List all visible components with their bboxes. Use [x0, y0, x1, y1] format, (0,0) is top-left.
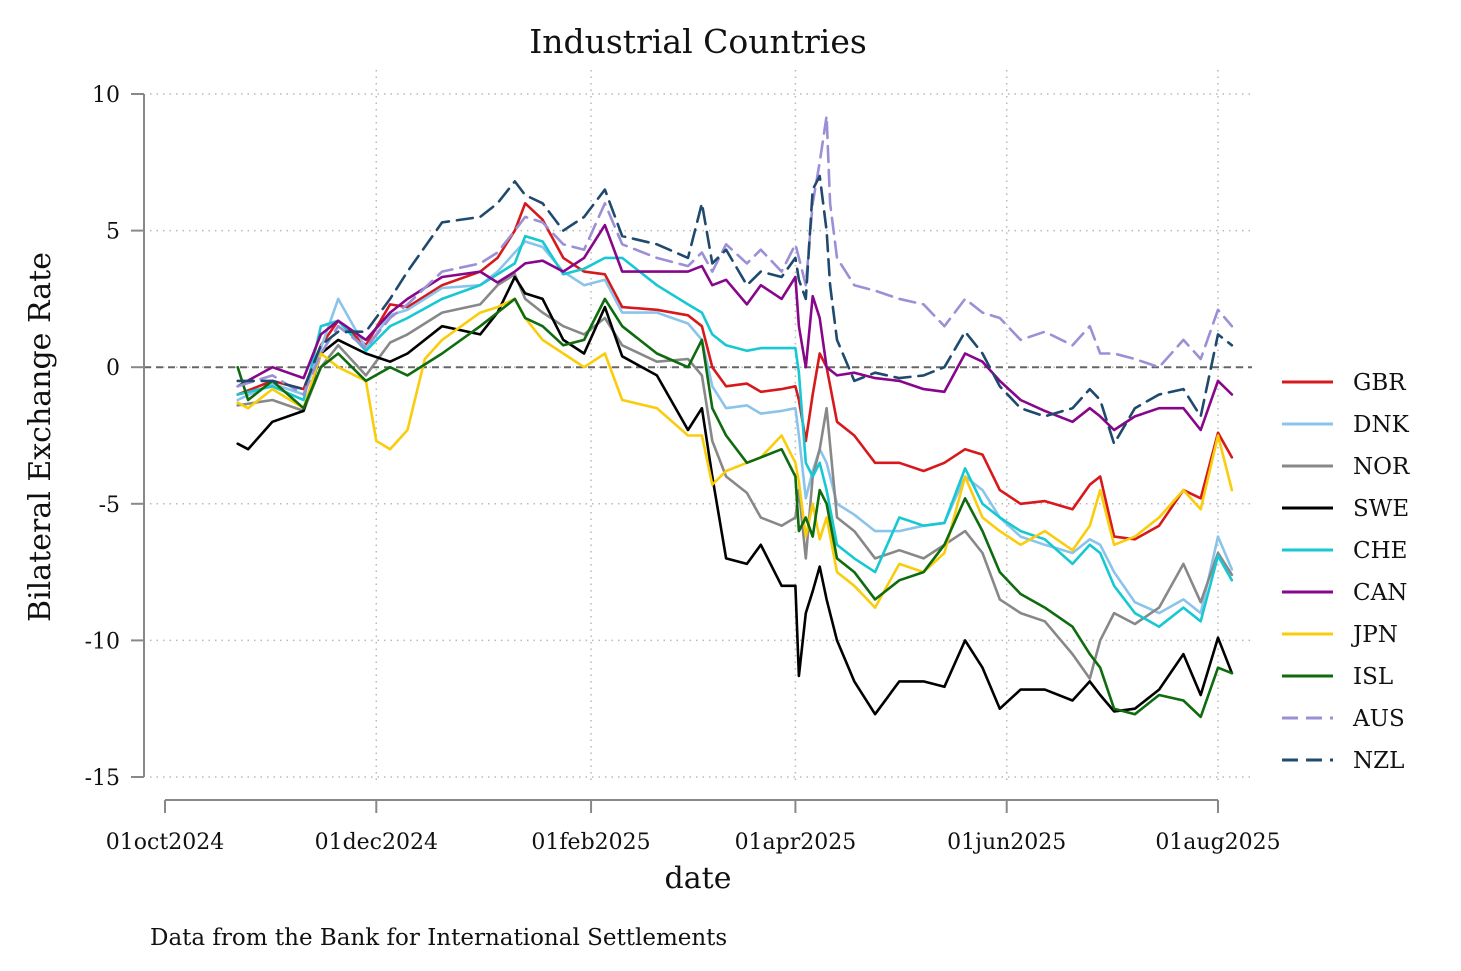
series-line-nor — [236, 272, 1234, 680]
legend: GBR DNK NOR SWE CHE CAN JPN ISL AUS NZL — [1282, 370, 1410, 774]
x-axis: 01oct2024 01dec2024 01feb2025 01apr2025 01ju… — [106, 799, 1281, 855]
legend-label-swe: SWE — [1353, 496, 1409, 522]
chart-title: Industrial Countries — [529, 22, 867, 61]
x-tick-label: 01oct2024 — [106, 830, 224, 855]
series-line-isl — [236, 297, 1234, 719]
legend-label-isl: ISL — [1353, 664, 1393, 690]
legend-label-aus: AUS — [1352, 706, 1405, 732]
series-lines — [236, 114, 1234, 719]
series-line-che — [236, 234, 1234, 629]
legend-label-can: CAN — [1353, 580, 1407, 606]
legend-label-jpn: JPN — [1351, 622, 1398, 648]
y-axis-label: Bilateral Exchange Rate — [23, 252, 58, 622]
y-tick-label: -10 — [85, 629, 120, 654]
legend-label-che: CHE — [1353, 538, 1407, 564]
x-tick-label: 01aug2025 — [1155, 830, 1280, 855]
gridlines — [150, 70, 1252, 780]
series-line-aus — [236, 114, 1234, 396]
series-line-dnk — [236, 240, 1234, 615]
series-line-swe — [236, 275, 1234, 716]
legend-label-nor: NOR — [1353, 454, 1410, 480]
x-tick-label: 01apr2025 — [735, 830, 857, 855]
legend-label-gbr: GBR — [1353, 370, 1406, 396]
legend-label-nzl: NZL — [1353, 748, 1404, 774]
x-tick-label: 01feb2025 — [531, 830, 650, 855]
y-tick-label: 0 — [106, 356, 120, 381]
series-line-gbr — [236, 202, 1234, 541]
series-line-can — [236, 223, 1234, 432]
y-tick-label: 10 — [92, 83, 120, 108]
x-axis-label: date — [665, 861, 732, 896]
legend-label-dnk: DNK — [1353, 412, 1410, 438]
series-line-nzl — [236, 174, 1234, 446]
y-tick-label: -5 — [99, 493, 120, 518]
x-tick-label: 01dec2024 — [315, 830, 438, 855]
y-axis: 10 5 0 -5 -10 -15 — [85, 83, 145, 791]
series-line-jpn — [236, 297, 1234, 609]
x-tick-label: 01jun2025 — [947, 830, 1066, 855]
y-tick-label: -15 — [85, 766, 120, 791]
source-note: Data from the Bank for International Set… — [150, 925, 727, 951]
y-tick-label: 5 — [106, 220, 120, 245]
